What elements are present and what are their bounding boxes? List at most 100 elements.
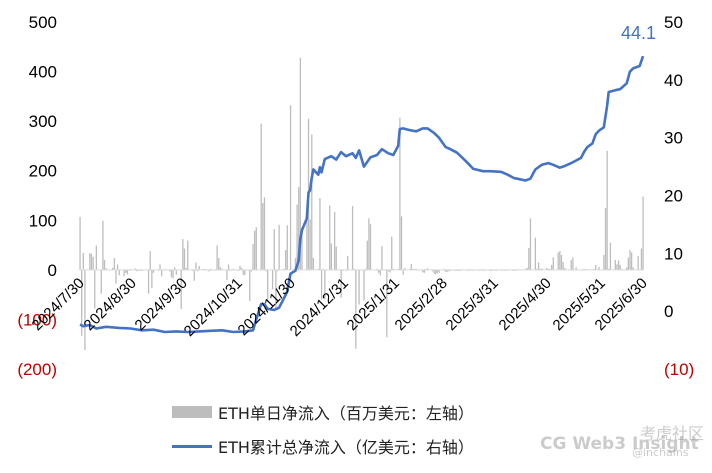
daily-inflow-bar: [89, 253, 91, 270]
daily-inflow-bar: [299, 57, 302, 270]
daily-inflow-bar: [410, 263, 412, 270]
daily-inflow-bar: [193, 269, 195, 281]
daily-inflow-bar: [358, 269, 360, 305]
daily-inflow-bar: [572, 257, 574, 270]
daily-inflow-bar: [152, 269, 155, 273]
daily-inflow-bar: [335, 246, 337, 270]
daily-inflow-bar: [219, 267, 222, 270]
left-axis-tick: 0: [48, 261, 57, 280]
x-axis-tick: 2024/7/30: [29, 275, 88, 334]
left-axis-tick: 200: [29, 162, 57, 181]
daily-inflow-bar: [271, 269, 274, 290]
daily-inflow-bar: [151, 269, 153, 289]
daily-inflow-bar: [329, 205, 331, 270]
daily-inflow-bar: [386, 269, 388, 338]
daily-inflow-bar: [182, 239, 184, 270]
daily-inflow-bar: [632, 267, 634, 270]
legend-line-swatch: [172, 444, 212, 448]
left-axis-tick: 500: [29, 13, 57, 32]
daily-inflow-bar: [174, 267, 176, 270]
daily-inflow-bar: [249, 269, 251, 302]
watermark-brand: 考虎社区: [640, 424, 705, 443]
daily-inflow-bar: [557, 252, 559, 270]
daily-inflow-bar: [629, 250, 631, 270]
daily-inflow-bar: [116, 264, 119, 270]
daily-inflow-bar: [391, 236, 393, 270]
daily-inflow-bar: [616, 264, 618, 270]
daily-inflow-bar: [102, 220, 104, 270]
legend-bar-label: ETH单日净流入（百万美元：左轴）: [218, 404, 474, 423]
daily-inflow-bar: [551, 264, 553, 270]
daily-inflow-bar: [609, 242, 612, 270]
right-axis-tick: 10: [664, 244, 683, 263]
daily-inflow-bar: [227, 264, 230, 270]
daily-inflow-bar: [149, 251, 151, 270]
x-axis-tick: 2025/4/30: [496, 275, 555, 334]
daily-inflow-bar: [541, 268, 543, 270]
daily-inflow-bar: [105, 268, 107, 270]
daily-inflow-bar: [255, 227, 257, 270]
daily-inflow-bar: [438, 269, 440, 273]
daily-inflow-bar: [226, 269, 228, 281]
daily-inflow-bar: [559, 251, 561, 270]
daily-inflow-bar: [340, 269, 342, 298]
daily-inflow-bar: [208, 269, 210, 272]
daily-inflow-bar: [239, 265, 241, 270]
end-value-label: 44.1: [621, 23, 656, 43]
daily-inflow-bar: [436, 269, 439, 274]
daily-inflow-bar: [311, 134, 313, 270]
x-axis-tick: 2024/9/30: [132, 275, 191, 334]
daily-inflow-bar: [433, 269, 435, 274]
daily-inflow-bar: [172, 269, 174, 279]
daily-inflow-bar: [562, 261, 564, 270]
daily-inflow-bar: [289, 105, 292, 270]
daily-inflow-bar: [598, 266, 600, 270]
daily-inflow-bar: [115, 269, 117, 284]
left-axis-tick: 400: [29, 63, 57, 82]
daily-inflow-bar: [552, 257, 554, 270]
daily-inflow-bar: [286, 225, 288, 270]
daily-inflow-bar: [448, 269, 450, 272]
daily-inflow-bar: [606, 150, 608, 270]
daily-inflow-bar: [296, 204, 298, 270]
daily-inflow-bar: [604, 207, 607, 270]
right-axis-tick: 40: [664, 71, 683, 90]
daily-inflow-bar: [435, 269, 437, 275]
daily-inflow-bar: [112, 267, 114, 270]
daily-inflow-bar: [252, 244, 254, 270]
daily-inflow-bar: [368, 218, 370, 270]
daily-inflow-bar: [366, 240, 368, 270]
daily-inflow-bar: [546, 267, 548, 270]
daily-inflow-bar: [126, 269, 129, 275]
daily-inflow-bar: [254, 230, 256, 270]
daily-inflow-bar: [333, 211, 336, 270]
daily-inflow-bar: [404, 267, 406, 270]
daily-inflow-bar: [260, 123, 262, 270]
daily-inflow-bar: [92, 256, 94, 270]
daily-inflow-bar: [570, 259, 572, 270]
daily-inflow-bar: [118, 269, 120, 276]
daily-inflow-bar: [595, 264, 597, 270]
cumulative-inflow-line: [79, 55, 645, 334]
daily-inflow-bar: [267, 269, 269, 300]
daily-inflow-bar: [381, 246, 383, 270]
daily-inflow-bar: [387, 269, 390, 272]
daily-inflow-bar: [278, 224, 280, 270]
daily-inflow-bar: [198, 265, 200, 270]
daily-inflow-bar: [262, 202, 264, 270]
left-axis-tick: (100): [17, 310, 57, 329]
legend-item-line: ETH累计总净流入（亿美元：右轴）: [172, 434, 474, 458]
daily-inflow-bar: [529, 218, 532, 270]
daily-inflow-bar: [218, 257, 220, 270]
daily-inflow-bar: [134, 268, 137, 270]
daily-inflow-bar: [125, 269, 127, 273]
left-axis-tick: (200): [17, 360, 57, 379]
daily-inflow-bar: [614, 259, 616, 270]
daily-inflow-bar: [263, 197, 266, 270]
x-axis-tick: 2025/3/31: [443, 275, 502, 334]
daily-inflow-bar: [82, 253, 84, 270]
daily-inflow-bar: [537, 262, 540, 270]
daily-inflow-bar: [400, 216, 403, 270]
daily-inflow-bar: [627, 257, 630, 270]
